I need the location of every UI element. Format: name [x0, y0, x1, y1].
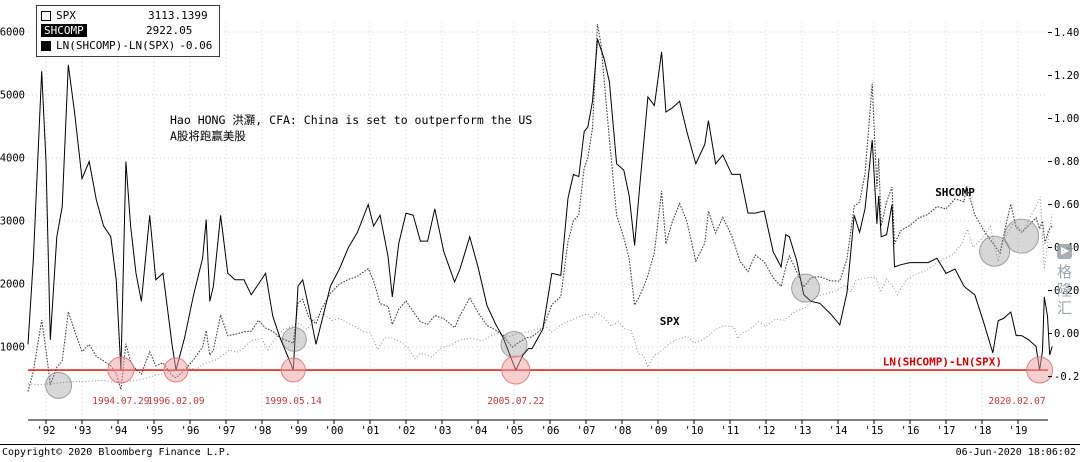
watermark-text: 格隆汇 — [1055, 264, 1073, 318]
right-axis-label: 0.00 — [1054, 328, 1079, 340]
legend: SPX 3113.1399 SHCOMP 2922.05 LN(SHCOMP)-… — [36, 5, 221, 57]
gelonghui-logo-icon — [1057, 244, 1072, 259]
highlight-circle — [979, 235, 1011, 267]
x-axis-label: '16 — [901, 425, 920, 437]
right-axis-label: 1.40 — [1054, 27, 1079, 39]
x-axis-label: '07 — [577, 425, 596, 437]
x-axis-label: '93 — [73, 425, 92, 437]
series-line-shcomp — [27, 24, 1053, 392]
footer-bar: Copyright© 2020 Bloomberg Finance L.P. 0… — [0, 444, 1080, 462]
event-circle — [280, 357, 306, 383]
legend-value-ln-spread: -0.06 — [179, 39, 213, 52]
annotation-line2: A股将跑赢美股 — [170, 129, 246, 143]
event-circle — [501, 355, 531, 385]
x-axis-label: '94 — [109, 425, 128, 437]
timestamp-text: 06-Jun-2020 18:06:02 — [955, 447, 1076, 458]
event-date-label: 1994.07.29 — [92, 396, 149, 407]
x-axis-label: '04 — [469, 425, 488, 437]
x-axis-label: '00 — [325, 425, 344, 437]
highlight-circle — [791, 273, 821, 303]
right-axis-label: 0.80 — [1054, 156, 1079, 168]
series-line-ln-shcomp-ln-spx- — [27, 38, 1053, 372]
left-axis-label: 4000 — [0, 153, 25, 165]
highlight-circle — [1004, 218, 1040, 254]
x-axis-label: '02 — [397, 425, 416, 437]
legend-item-shcomp[interactable]: SHCOMP 2922.05 — [41, 23, 212, 38]
x-axis-label: '15 — [865, 425, 884, 437]
x-axis-label: '10 — [685, 425, 704, 437]
x-axis-label: '19 — [1009, 425, 1028, 437]
x-axis-label: '09 — [649, 425, 668, 437]
legend-item-spx[interactable]: SPX 3113.1399 — [41, 8, 212, 23]
legend-label-ln-spread: LN(SHCOMP)-LN(SPX) — [56, 39, 176, 52]
gelonghui-watermark: 格隆汇 — [1054, 244, 1075, 318]
x-axis-label: '98 — [253, 425, 272, 437]
x-axis-label: '13 — [793, 425, 812, 437]
left-axis-label: 6000 — [0, 27, 25, 39]
ln-spread-series-marker-icon — [41, 40, 51, 51]
series-label-spx: SPX — [660, 315, 680, 328]
highlight-circle — [500, 330, 528, 358]
x-axis-label: '08 — [613, 425, 632, 437]
x-axis-label: '97 — [217, 425, 236, 437]
analyst-annotation: Hao HONG 洪灝, CFA: China is set to outper… — [170, 112, 532, 144]
event-date-label: 2005.07.22 — [487, 396, 544, 407]
event-date-label: 1999.05.14 — [265, 396, 322, 407]
right-axis-label: 0.20 — [1054, 285, 1079, 297]
x-axis-label: '06 — [541, 425, 560, 437]
series-line-spx — [27, 196, 1053, 386]
threshold-line-label: LN(SHCOMP)-LN(SPX) — [883, 356, 1002, 369]
legend-label-shcomp: SHCOMP — [41, 24, 87, 37]
x-axis-label: '96 — [181, 425, 200, 437]
x-axis-label: '11 — [721, 425, 740, 437]
right-axis-label: 1.20 — [1054, 70, 1079, 82]
x-axis-label: '17 — [937, 425, 956, 437]
annotation-line1: Hao HONG 洪灝, CFA: China is set to outper… — [170, 113, 533, 127]
highlight-circle — [281, 326, 307, 352]
legend-value-shcomp: 2922.05 — [146, 24, 193, 37]
x-axis-label: '12 — [757, 425, 776, 437]
right-axis-label: 1.00 — [1054, 113, 1079, 125]
x-axis-label: '05 — [505, 425, 524, 437]
series-label-shcomp: SHCOMP — [935, 186, 975, 199]
left-axis-label: 1000 — [0, 342, 25, 354]
right-axis-label: -0.20 — [1054, 371, 1080, 383]
event-date-label: 1996.02.09 — [147, 396, 204, 407]
x-axis-label: '01 — [361, 425, 380, 437]
legend-value-spx: 3113.1399 — [148, 9, 208, 22]
copyright-text: Copyright© 2020 Bloomberg Finance L.P. — [2, 447, 231, 458]
event-date-label: 2020.02.07 — [988, 396, 1045, 407]
spx-series-marker-icon — [41, 10, 51, 21]
event-circle — [107, 356, 135, 384]
left-axis-label: 2000 — [0, 279, 25, 291]
x-axis-label: '99 — [289, 425, 308, 437]
legend-item-ln-spread[interactable]: LN(SHCOMP)-LN(SPX) -0.06 — [41, 38, 212, 53]
left-axis-label: 3000 — [0, 216, 25, 228]
highlight-circle — [45, 371, 73, 399]
legend-label-spx: SPX — [56, 9, 76, 22]
x-axis-label: '14 — [829, 425, 848, 437]
x-axis-label: '03 — [433, 425, 452, 437]
event-circle — [1026, 356, 1054, 384]
left-axis-label: 5000 — [0, 90, 25, 102]
event-circle — [163, 357, 189, 383]
x-axis-label: '18 — [973, 425, 992, 437]
right-axis-label: 0.60 — [1054, 199, 1079, 211]
x-axis-label: '92 — [37, 425, 56, 437]
x-axis-label: '95 — [145, 425, 164, 437]
